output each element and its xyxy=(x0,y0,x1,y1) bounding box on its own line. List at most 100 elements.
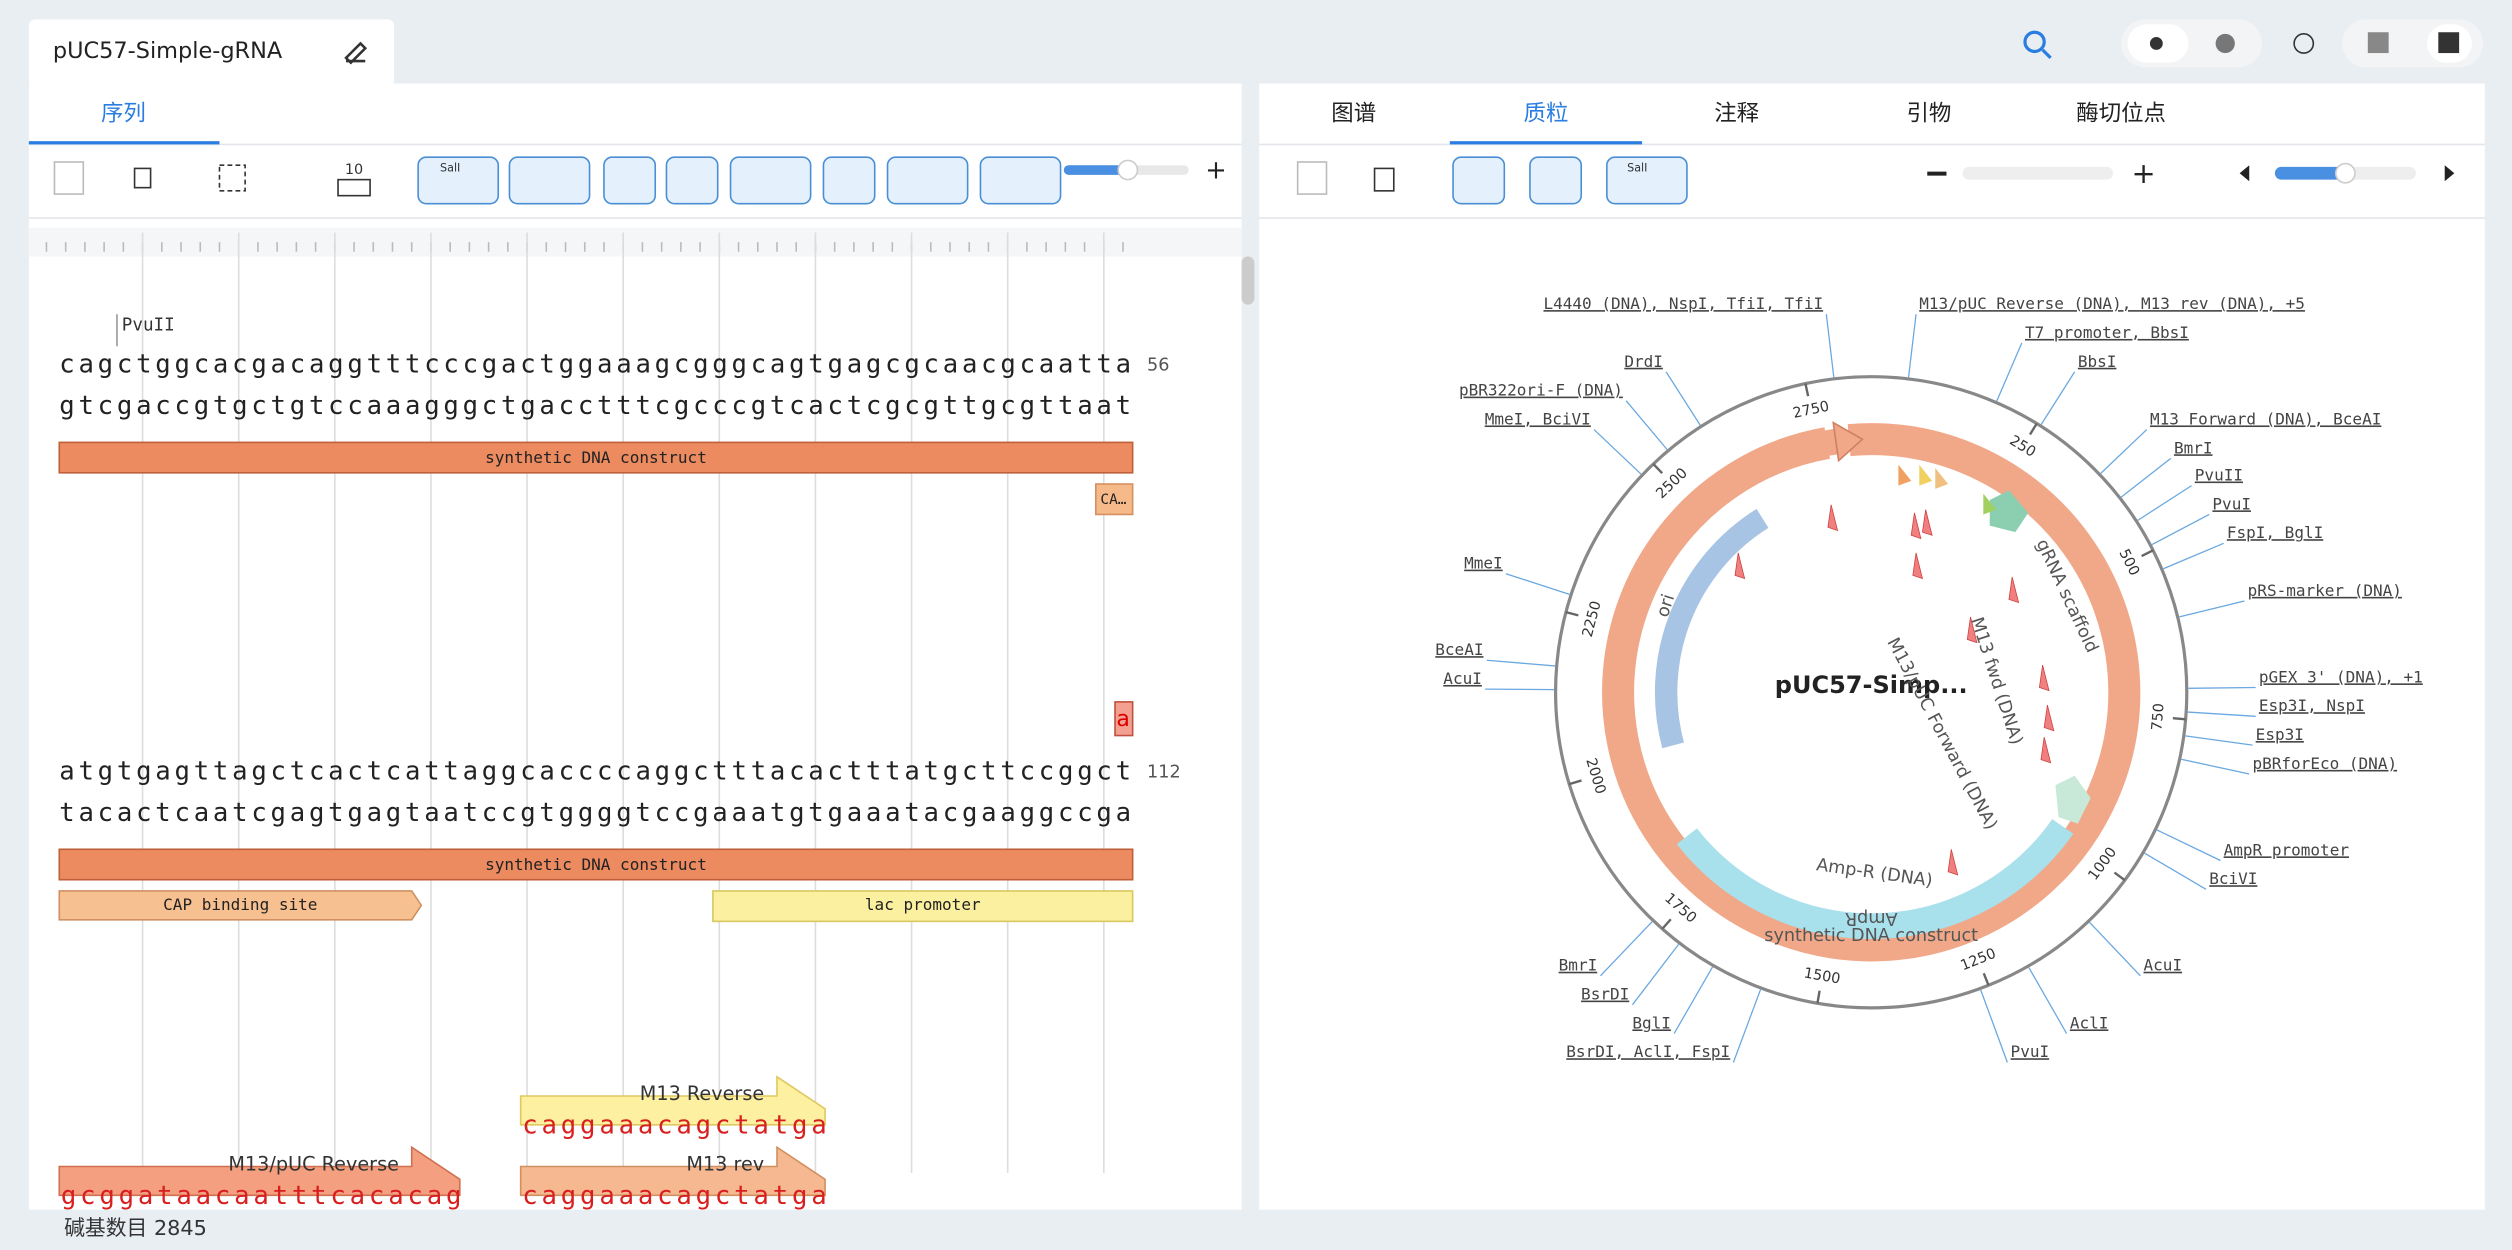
enzyme-label[interactable]: BmrI xyxy=(2174,438,2213,457)
translation-button[interactable] xyxy=(729,156,812,205)
primer-button[interactable] xyxy=(822,156,876,205)
feature xyxy=(58,890,423,921)
enzyme-label[interactable]: pRS-marker (DNA) xyxy=(2248,581,2402,600)
feature-mark xyxy=(1983,493,1997,515)
tab-label[interactable]: 酶切位点 xyxy=(2076,100,2166,126)
new-icon[interactable] xyxy=(1296,161,1328,195)
tab-label[interactable]: 质粒 xyxy=(1524,100,1569,126)
enzyme-button[interactable] xyxy=(417,156,500,205)
feature-label: CA… xyxy=(1100,492,1126,508)
enzyme-label[interactable]: MmeI xyxy=(1464,554,1503,573)
tick-label: 2750 xyxy=(1792,399,1831,422)
file-tab[interactable] xyxy=(28,19,395,87)
search-icon xyxy=(2041,48,2052,60)
tab-label[interactable]: 序列 xyxy=(101,100,146,126)
enzyme-label[interactable]: PvuII xyxy=(2195,466,2243,485)
row-count: 112 xyxy=(1147,762,1181,782)
zoom-in[interactable]: + xyxy=(2131,156,2155,190)
enzyme-label[interactable]: Esp3I, NspI xyxy=(2259,696,2365,715)
edit-icon[interactable] xyxy=(344,41,368,65)
rotate-handle[interactable] xyxy=(2334,162,2356,184)
enzyme-label[interactable]: AcuI xyxy=(1443,669,1482,688)
enzyme-label[interactable]: FspI, BglI xyxy=(2227,523,2323,542)
enzyme-button[interactable] xyxy=(1606,156,1688,205)
tab-label[interactable]: 图谱 xyxy=(1331,100,1376,126)
leader-line xyxy=(2156,829,2221,862)
enzyme-label[interactable]: BciVI xyxy=(2209,869,2257,888)
tick-mark xyxy=(1982,972,1990,986)
icon-label: SalI xyxy=(440,161,460,174)
enzyme-label[interactable]: pBRforEco (DNA) xyxy=(2252,754,2397,773)
search-icon[interactable] xyxy=(2023,30,2046,54)
zoom-fill xyxy=(1063,165,1128,175)
enzyme-label[interactable]: AclI xyxy=(2070,1013,2109,1032)
leader-line xyxy=(1907,314,1917,378)
zoom-in[interactable]: + xyxy=(1205,156,1226,186)
enzyme-label[interactable]: M13/pUC Reverse (DNA), M13 rev (DNA), +5 xyxy=(1919,294,2305,313)
toolbar: 10 SalI + SalI + xyxy=(53,156,2455,205)
enzyme-label[interactable]: AmpR promoter xyxy=(2224,840,2350,859)
scaffold xyxy=(1989,490,2029,533)
direction-button[interactable] xyxy=(886,156,969,205)
cut-mark xyxy=(1922,509,1933,536)
leader-line xyxy=(2163,542,2224,570)
enzyme-label[interactable]: AcuI xyxy=(2144,956,2183,975)
numbering-button[interactable] xyxy=(665,156,719,205)
enzyme-label[interactable]: BmrI xyxy=(1559,956,1598,975)
tab-label[interactable]: 注释 xyxy=(1714,100,1759,126)
zoom-slider[interactable] xyxy=(1962,166,2114,180)
enzyme-label[interactable]: BglI xyxy=(1632,1013,1671,1032)
cut-mark xyxy=(2040,737,2052,764)
feature xyxy=(58,441,1134,474)
plasmid-name: pUC57-Simp... xyxy=(1775,671,1968,699)
leader-line xyxy=(1599,921,1653,977)
tick-mark xyxy=(2172,716,2186,721)
marker-label: a xyxy=(1116,706,1130,732)
strand-button[interactable] xyxy=(508,156,591,205)
scrollbar[interactable] xyxy=(1241,256,1255,305)
enzyme-label[interactable]: M13 Forward (DNA), BceAI xyxy=(2150,409,2381,428)
feature-button[interactable] xyxy=(603,156,657,205)
ruler xyxy=(28,227,1242,257)
language-icon[interactable] xyxy=(2293,33,2315,54)
enzyme-label[interactable]: T7 promoter, BbsI xyxy=(2025,323,2189,342)
enzyme-label[interactable]: pGEX 3' (DNA), +1 xyxy=(2259,667,2423,686)
arrow xyxy=(1832,421,1864,463)
enzyme-label[interactable]: pBR322ori-F (DNA) xyxy=(1459,381,1623,400)
leader-line xyxy=(2179,600,2245,618)
leader-line xyxy=(2181,758,2250,775)
enzyme-label[interactable]: BceAI xyxy=(1435,640,1483,659)
single-layout[interactable] xyxy=(2367,32,2389,54)
enzyme-label[interactable]: DrdI xyxy=(1624,352,1663,371)
zoom-out[interactable] xyxy=(1927,171,1947,176)
select-icon[interactable] xyxy=(218,164,246,192)
rotate-left[interactable] xyxy=(2239,165,2250,182)
enzyme-label[interactable]: MmeI, BciVI xyxy=(1485,409,1591,428)
export-icon[interactable] xyxy=(1373,167,1395,192)
strand-button[interactable] xyxy=(1452,156,1506,205)
rotate-right[interactable] xyxy=(2444,165,2455,182)
leader-line xyxy=(2144,852,2207,890)
tab-label[interactable]: 引物 xyxy=(1906,100,1951,126)
rows-icon[interactable] xyxy=(337,178,371,197)
enzyme-label[interactable]: Esp3I xyxy=(2256,725,2304,744)
feature-label: synthetic DNA construct xyxy=(485,448,707,467)
leader-line xyxy=(1673,966,1714,1034)
leader-line xyxy=(1625,400,1668,450)
zoom-handle[interactable] xyxy=(1117,159,1139,181)
ruler-button[interactable] xyxy=(979,156,1062,205)
cut-mark xyxy=(1910,512,1922,540)
enzyme-label[interactable]: BbsI xyxy=(2078,352,2117,371)
feature-label: CAP binding site xyxy=(163,895,317,914)
enzyme-label[interactable]: PvuI xyxy=(2011,1042,2050,1061)
leader-line xyxy=(2137,485,2192,521)
enzyme-label[interactable]: PvuI xyxy=(2212,494,2251,513)
feature-button[interactable] xyxy=(1529,156,1583,205)
enzyme-label[interactable]: BsrDI xyxy=(1581,985,1629,1004)
export-icon[interactable] xyxy=(133,167,152,189)
feature xyxy=(2055,775,2091,824)
new-icon[interactable] xyxy=(53,161,85,195)
enzyme-label[interactable]: BsrDI, AclI, FspI xyxy=(1566,1042,1730,1061)
tick-mark xyxy=(2028,422,2038,436)
enzyme-label[interactable]: L4440 (DNA), NspI, TfiI, TfiI xyxy=(1543,294,1823,313)
